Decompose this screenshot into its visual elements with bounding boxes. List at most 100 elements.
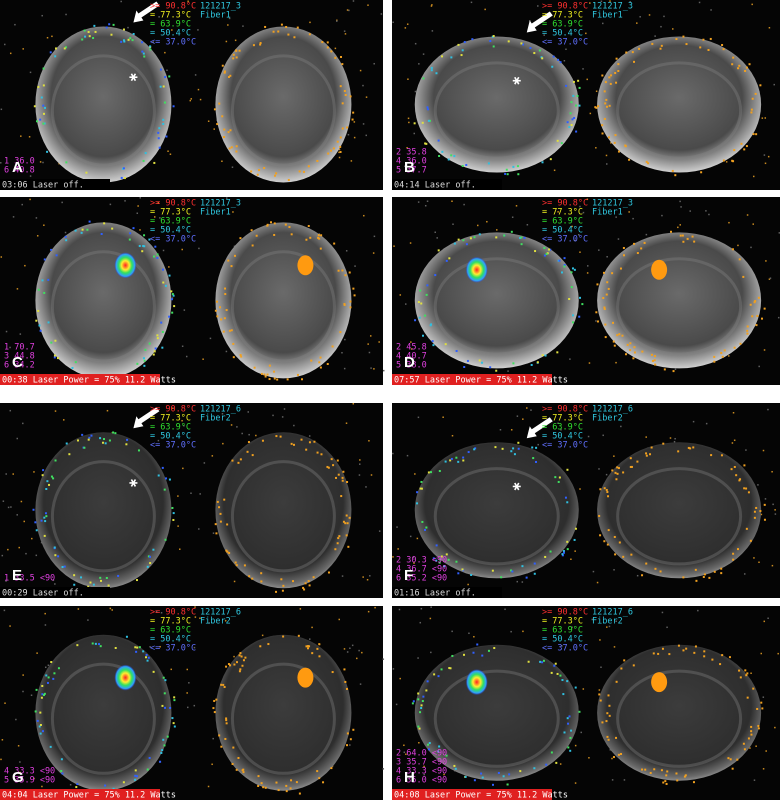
- speckle: [487, 162, 490, 165]
- speckle: [638, 47, 641, 50]
- speckle: [316, 159, 319, 162]
- speckle: [497, 771, 500, 774]
- speckle: [763, 503, 766, 506]
- noise-dot: [565, 48, 567, 51]
- speckle: [173, 699, 176, 702]
- speckle: [352, 728, 355, 731]
- speckle: [239, 458, 242, 461]
- speckle: [305, 238, 308, 241]
- speckle: [417, 692, 420, 695]
- noise-dot: [406, 454, 409, 457]
- speckle: [471, 38, 474, 41]
- noise-dot: [767, 408, 769, 411]
- speckle: [134, 769, 137, 772]
- speckle: [169, 706, 172, 709]
- speckle: [598, 514, 601, 517]
- noise-dot: [356, 657, 358, 660]
- speckle: [344, 274, 347, 277]
- noise-dot: [578, 234, 580, 236]
- panel: >= 90.8°C= 77.3°C= 63.9°C= 50.4°C<= 37.0…: [0, 403, 383, 599]
- speckle: [247, 441, 250, 444]
- noise-dot: [571, 626, 573, 629]
- legend-entry: <= 37.0°C: [542, 38, 588, 48]
- noise-dot: [728, 221, 730, 224]
- noise-dot: [47, 664, 50, 667]
- noise-dot: [443, 773, 445, 776]
- speckle: [417, 725, 420, 728]
- speckle: [761, 707, 764, 710]
- noise-dot: [705, 210, 707, 212]
- speckle: [125, 635, 128, 638]
- speckle: [606, 543, 609, 546]
- noise-dot: [16, 514, 18, 516]
- speckle: [215, 300, 218, 303]
- speckle: [743, 464, 746, 467]
- speckle: [342, 520, 345, 523]
- speckle: [287, 33, 290, 36]
- speckle: [746, 696, 749, 699]
- noise-dot: [422, 53, 425, 55]
- noise-dot: [579, 205, 581, 208]
- noise-dot: [207, 120, 210, 122]
- speckle: [229, 664, 232, 667]
- noise-dot: [9, 625, 11, 627]
- noise-dot: [414, 90, 417, 93]
- noise-dot: [373, 235, 376, 238]
- brain-image: [215, 432, 352, 589]
- speckle: [630, 465, 633, 468]
- noise-dot: [369, 575, 371, 577]
- noise-dot: [763, 154, 766, 156]
- speckle: [277, 789, 280, 792]
- speckle: [566, 501, 569, 504]
- speckle: [720, 567, 723, 570]
- speckle: [596, 320, 599, 323]
- speckle: [556, 139, 559, 142]
- noise-dot: [511, 216, 514, 218]
- noise-dot: [22, 422, 24, 425]
- speckle: [423, 314, 426, 317]
- noise-dot: [470, 1, 473, 4]
- noise-dot: [36, 652, 38, 654]
- speckle: [238, 654, 241, 657]
- speckle: [418, 316, 421, 319]
- speckle: [142, 52, 145, 55]
- noise-dot: [777, 652, 779, 655]
- speckle: [480, 772, 483, 775]
- noise-dot: [344, 338, 346, 341]
- speckle: [607, 694, 610, 697]
- readout: 4 36.7 <90: [396, 565, 447, 575]
- speckle: [264, 375, 267, 378]
- noise-dot: [600, 0, 603, 3]
- speckle: [541, 57, 544, 60]
- speckle: [165, 477, 168, 480]
- noise-dot: [763, 620, 766, 623]
- noise-dot: [190, 98, 193, 100]
- speckle: [88, 436, 91, 439]
- speckle: [746, 332, 749, 335]
- speckle: [752, 687, 755, 690]
- noise-dot: [242, 25, 244, 27]
- noise-dot: [570, 558, 572, 561]
- speckle: [336, 459, 339, 462]
- speckle: [744, 669, 747, 672]
- brain-inner: [616, 669, 743, 768]
- speckle: [414, 319, 417, 322]
- speckle: [43, 516, 46, 519]
- speckle: [300, 438, 303, 441]
- speckle: [138, 646, 141, 649]
- noise-dot: [537, 5, 539, 7]
- speckle: [747, 491, 750, 494]
- speckle: [231, 763, 234, 766]
- speckle: [753, 516, 756, 519]
- noise-dot: [21, 203, 23, 206]
- noise-dot: [20, 135, 22, 137]
- speckle: [512, 362, 515, 365]
- noise-dot: [516, 415, 519, 417]
- status-bar: [0, 374, 160, 385]
- noise-dot: [733, 439, 736, 442]
- noise-dot: [615, 216, 617, 218]
- speckle: [750, 730, 753, 733]
- noise-dot: [752, 223, 754, 225]
- speckle: [173, 305, 176, 308]
- noise-dot: [272, 414, 274, 417]
